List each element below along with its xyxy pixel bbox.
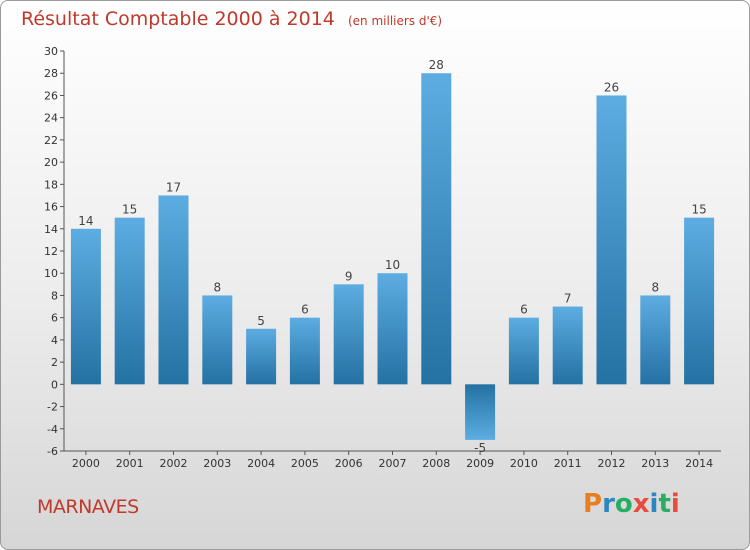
y-tick-label: 8 xyxy=(51,289,58,302)
data-label-2014: 15 xyxy=(691,203,706,217)
y-tick-label: -4 xyxy=(47,423,58,436)
logo-letter: o xyxy=(614,489,633,519)
bar-2003 xyxy=(202,295,233,385)
bar-2014 xyxy=(684,217,715,385)
bars-group xyxy=(70,73,715,440)
x-tick-label-2007: 2007 xyxy=(379,457,407,470)
logo-letter: x xyxy=(632,489,650,519)
y-tick-label: 10 xyxy=(44,267,58,280)
bar-2004 xyxy=(246,328,277,385)
x-tick-label-2005: 2005 xyxy=(291,457,319,470)
chart-title: Résultat Comptable 2000 à 2014 xyxy=(21,8,335,30)
y-tick-label: 20 xyxy=(44,156,58,169)
bar-2002 xyxy=(158,195,189,385)
y-tick-label: 30 xyxy=(44,45,58,58)
bar-2005 xyxy=(289,317,320,385)
place-name: MARNAVES xyxy=(37,496,139,518)
x-tick-label-2011: 2011 xyxy=(554,457,582,470)
y-tick-label: 4 xyxy=(51,334,58,347)
x-tick-label-2000: 2000 xyxy=(72,457,100,470)
x-tick-label-2004: 2004 xyxy=(247,457,275,470)
data-label-2008: 28 xyxy=(429,58,444,72)
x-tick-label-2008: 2008 xyxy=(422,457,450,470)
bar-2013 xyxy=(640,295,671,385)
bar-2006 xyxy=(333,284,364,385)
y-tick-label: 16 xyxy=(44,201,58,214)
data-label-2005: 6 xyxy=(301,303,309,317)
y-tick-label: 18 xyxy=(44,178,58,191)
bar-2000 xyxy=(70,228,101,385)
data-label-2000: 14 xyxy=(78,214,93,228)
bar-2001 xyxy=(114,217,145,385)
data-label-2001: 15 xyxy=(122,203,137,217)
data-label-2009: -5 xyxy=(474,441,486,455)
y-tick-label: 2 xyxy=(51,356,58,369)
logo-letter: i xyxy=(649,489,659,519)
logo-letter: i xyxy=(670,489,680,519)
logo-letter: P xyxy=(583,489,603,519)
data-label-2003: 8 xyxy=(213,280,221,294)
y-tick-label: 22 xyxy=(44,134,58,147)
x-tick-label-2009: 2009 xyxy=(466,457,494,470)
y-tick-label: -2 xyxy=(47,401,58,414)
bar-2007 xyxy=(377,273,408,385)
x-tick-label-2010: 2010 xyxy=(510,457,538,470)
x-tick-label-2006: 2006 xyxy=(335,457,363,470)
data-label-2007: 10 xyxy=(385,258,400,272)
y-tick-label: 26 xyxy=(44,89,58,102)
data-label-2002: 17 xyxy=(166,180,181,194)
x-tick-label-2002: 2002 xyxy=(160,457,188,470)
y-tick-label: 14 xyxy=(44,223,58,236)
proxiti-logo[interactable]: Proxiti xyxy=(583,489,680,519)
x-tick-label-2012: 2012 xyxy=(598,457,626,470)
bar-2010 xyxy=(508,317,539,385)
bar-2011 xyxy=(552,306,583,385)
chart-subtitle: (en milliers d'€) xyxy=(347,14,443,28)
data-label-2004: 5 xyxy=(257,314,265,328)
data-label-2012: 26 xyxy=(604,80,619,94)
data-label-2011: 7 xyxy=(564,292,572,306)
labels-group: 14 15 17 8 5 6 9 10 28 -5 6 7 26 8 15 xyxy=(78,58,706,455)
x-tick-label-2001: 2001 xyxy=(116,457,144,470)
logo-letter: r xyxy=(602,489,615,519)
y-tick-label: 24 xyxy=(44,112,58,125)
title-row: Résultat Comptable 2000 à 2014 (en milli… xyxy=(21,8,442,30)
data-label-2006: 9 xyxy=(345,269,353,283)
logo-letter: t xyxy=(658,489,671,519)
x-tick-label-2014: 2014 xyxy=(685,457,713,470)
y-tick-label: -6 xyxy=(47,445,58,458)
y-tick-label: 6 xyxy=(51,312,58,325)
bar-2008 xyxy=(421,73,452,385)
x-tick-label-2003: 2003 xyxy=(203,457,231,470)
data-label-2013: 8 xyxy=(651,280,659,294)
y-tick-label: 0 xyxy=(51,378,58,391)
y-tick-label: 28 xyxy=(44,67,58,80)
data-label-2010: 6 xyxy=(520,303,528,317)
bar-2009 xyxy=(465,384,496,440)
bar-2012 xyxy=(596,95,627,385)
x-tick-label-2013: 2013 xyxy=(641,457,669,470)
y-tick-label: 12 xyxy=(44,245,58,258)
